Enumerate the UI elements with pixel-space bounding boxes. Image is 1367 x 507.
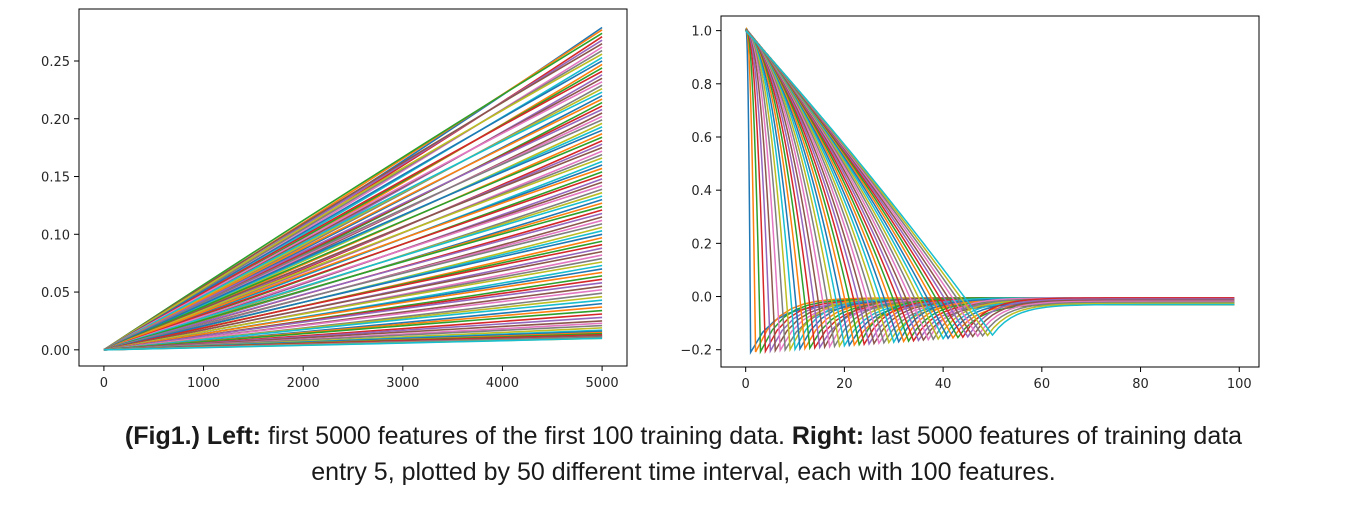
- left-y-tick-label: 0.15: [41, 171, 70, 186]
- left-series-line: [103, 288, 603, 351]
- caption-bold-right: Right:: [791, 422, 865, 450]
- left-series-line: [103, 119, 603, 351]
- left-y-tick-label: 0.05: [41, 286, 70, 301]
- left-series-line: [103, 49, 603, 351]
- right-x-tick-label: 0: [742, 377, 750, 392]
- left-x-tick-label: 2000: [287, 376, 320, 391]
- left-series-line: [103, 205, 603, 351]
- right-series-line: [745, 30, 1235, 346]
- right-x-tick-label: 20: [836, 377, 853, 392]
- right-y-tick-label: 0.0: [691, 291, 712, 306]
- right-series-line: [745, 30, 1235, 344]
- left-y-tick-label: 0.20: [41, 113, 70, 128]
- right-y-tick-label: 1.0: [691, 25, 712, 40]
- left-x-tick-label: 5000: [586, 376, 619, 391]
- right-series-line: [745, 30, 1235, 345]
- left-series-line: [103, 70, 603, 351]
- right-y-tick-label: 0.4: [691, 184, 712, 199]
- left-series-line: [103, 243, 603, 351]
- left-series-line: [103, 129, 603, 351]
- caption-text-right: last 5000 features of training data: [864, 422, 1243, 450]
- right-axes-frame: [720, 15, 1260, 368]
- left-series-line: [103, 299, 603, 351]
- left-series-group: [103, 26, 603, 351]
- left-chart: 0 1000 2000 3000 4000 5000 0.00 0.05 0.10 0.15 0.2…: [41, 8, 628, 391]
- caption-line-1: (Fig1.) Left: first 5000 features of the…: [0, 418, 1367, 454]
- right-x-tick-label: 60: [1034, 377, 1051, 392]
- left-y-tick-label: 0.10: [41, 228, 70, 243]
- left-series-line: [103, 337, 603, 351]
- left-series-line: [103, 282, 603, 351]
- figure-caption: (Fig1.) Left: first 5000 features of the…: [0, 418, 1367, 490]
- left-series-line: [103, 233, 603, 351]
- left-y-tick-label: 0.00: [41, 344, 70, 359]
- left-series-line: [103, 98, 603, 351]
- left-series-line: [103, 81, 603, 351]
- right-y-tick-label: −0.2: [680, 344, 712, 359]
- left-x-tick-label: 3000: [386, 376, 419, 391]
- left-y-tick-label: 0.25: [41, 55, 70, 70]
- left-series-line: [103, 136, 603, 351]
- left-x-tick-label: 1000: [187, 376, 220, 391]
- right-chart: 0 20 40 60 80 100 −0.2 0.0 0.2 0.4 0.6 0.8 1.0: [680, 15, 1260, 392]
- left-x-tick-label: 4000: [486, 376, 519, 391]
- left-series-line: [103, 167, 603, 351]
- right-x-tick-label: 80: [1132, 377, 1149, 392]
- left-series-line: [103, 212, 603, 351]
- right-series-line: [745, 30, 1235, 346]
- caption-text-left: first 5000 features of the first 100 tra…: [261, 422, 792, 450]
- left-series-line: [103, 223, 603, 351]
- left-series-line: [103, 157, 603, 351]
- left-series-line: [103, 174, 603, 351]
- caption-line-2: entry 5, plotted by 50 different time in…: [311, 458, 1056, 486]
- caption-bold-left: (Fig1.) Left:: [124, 422, 261, 450]
- right-series-line: [745, 30, 1235, 344]
- left-series-line: [103, 42, 603, 351]
- left-series-line: [103, 309, 603, 351]
- left-series-line: [103, 53, 603, 351]
- left-series-line: [103, 195, 603, 351]
- left-x-tick-label: 0: [100, 376, 108, 391]
- left-series-line: [103, 108, 603, 351]
- right-series-line: [745, 30, 1235, 345]
- left-series-line: [103, 250, 603, 351]
- left-series-line: [103, 146, 603, 351]
- right-series-line: [745, 30, 1235, 344]
- left-series-line: [103, 91, 603, 351]
- right-y-tick-label: 0.6: [691, 131, 712, 146]
- right-series-line: [745, 30, 1235, 343]
- right-y-tick-label: 0.2: [691, 237, 712, 252]
- left-series-line: [103, 32, 603, 351]
- right-x-tick-label: 40: [935, 377, 952, 392]
- right-series-line: [745, 30, 1235, 346]
- left-series-line: [103, 185, 603, 351]
- left-series-line: [103, 261, 603, 351]
- right-series-group: [744, 26, 1235, 356]
- left-series-line: [103, 271, 603, 351]
- right-series-line: [745, 30, 1235, 337]
- left-axes-frame: [78, 8, 628, 367]
- left-series-line: [103, 60, 603, 351]
- left-series-line: [103, 88, 603, 351]
- right-x-tick-label: 100: [1227, 377, 1252, 392]
- right-y-tick-label: 0.8: [691, 78, 712, 93]
